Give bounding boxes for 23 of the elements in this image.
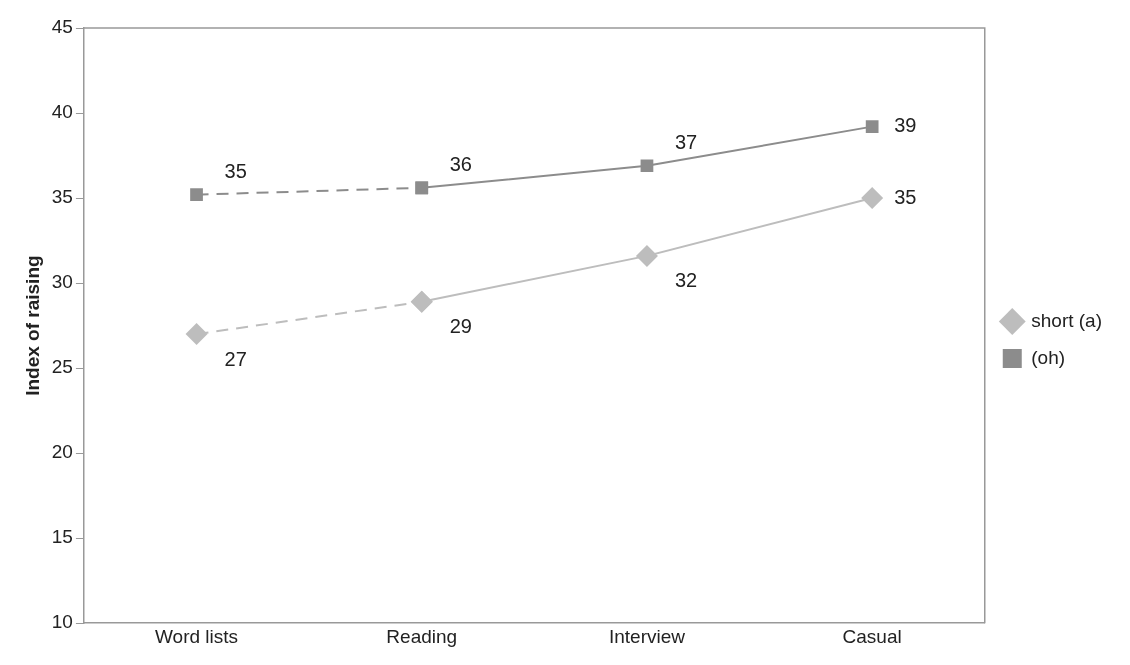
legend-label: short (a) [1031,309,1103,331]
y-tick-label: 40 [51,101,73,123]
x-tick-label: Casual [842,625,902,647]
x-tick-label: Interview [608,625,686,647]
y-tick-label: 35 [51,186,73,208]
data-label: 35 [224,160,247,183]
y-tick-label: 45 [51,16,73,38]
y-tick-label: 15 [51,526,73,548]
y-tick-label: 10 [51,611,73,633]
legend-label: (oh) [1031,346,1066,368]
data-label: 39 [894,114,917,137]
data-label: 32 [674,269,698,292]
data-label: 36 [449,153,472,176]
data-label: 35 [894,185,917,208]
y-tick-label: 30 [51,271,73,293]
x-tick-label: Reading [386,625,458,647]
data-label: 37 [674,131,698,154]
data-label: 27 [224,347,247,370]
y-tick-label: 20 [51,441,73,463]
x-tick-label: Word lists [155,625,239,647]
y-tick-label: 25 [51,356,73,378]
y-axis-title: Index of raising [21,255,43,396]
data-label: 29 [449,315,472,338]
